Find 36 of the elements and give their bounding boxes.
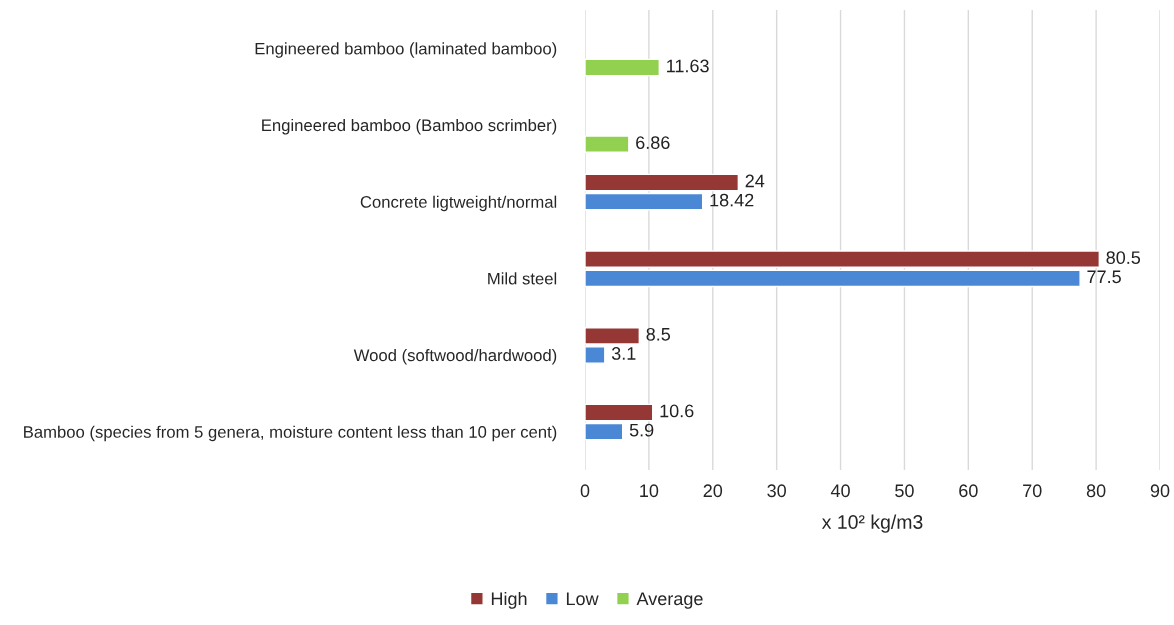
y-tick-label: Mild steel (488, 272, 557, 285)
x-tick-label: 20 (703, 484, 723, 498)
y-tick-label: Bamboo (species from 5 genera, moisture content less than 10 per cent) (24, 425, 557, 442)
data-label: 10.6 (660, 404, 694, 418)
data-label: 18.42 (710, 193, 754, 207)
x-tick-label: 50 (895, 484, 914, 498)
bar (585, 135, 630, 154)
data-label: 24 (745, 174, 765, 188)
x-tick-label: 0 (580, 484, 590, 498)
x-tick-label: 80 (1086, 484, 1106, 498)
bar (585, 58, 660, 77)
y-tick-label: Concrete ligtweight/normal (360, 195, 557, 212)
x-axis-title: x 10² kg/m3 (821, 514, 923, 533)
data-label: 11.63 (667, 59, 709, 73)
bar (585, 422, 624, 441)
bar (585, 173, 740, 192)
bar (585, 192, 704, 211)
x-tick-label: 30 (767, 484, 786, 498)
y-tick-label: Wood (softwood/hardwood) (353, 348, 557, 365)
data-label: 5.9 (629, 423, 654, 437)
legend-label: Low (566, 592, 599, 606)
legend-label: High (491, 591, 527, 609)
y-tick-label: Engineered bamboo (laminated bamboo) (255, 42, 557, 58)
data-label: 6.86 (636, 136, 670, 150)
x-tick-label: 40 (830, 484, 850, 498)
x-tick-label: 70 (1023, 484, 1042, 498)
x-tick-label: 90 (1150, 484, 1170, 498)
data-label: 8.5 (646, 327, 671, 341)
x-tick-label: 10 (640, 484, 659, 498)
bar (585, 403, 654, 422)
data-label: 77.5 (1087, 270, 1121, 284)
data-label: 3.1 (611, 347, 636, 360)
legend-label: Average (636, 592, 703, 609)
x-tick-label: 60 (959, 484, 978, 498)
y-tick-label: Engineered bamboo (Bamboo scrimber) (262, 118, 557, 135)
data-label: 80.5 (1106, 251, 1141, 265)
